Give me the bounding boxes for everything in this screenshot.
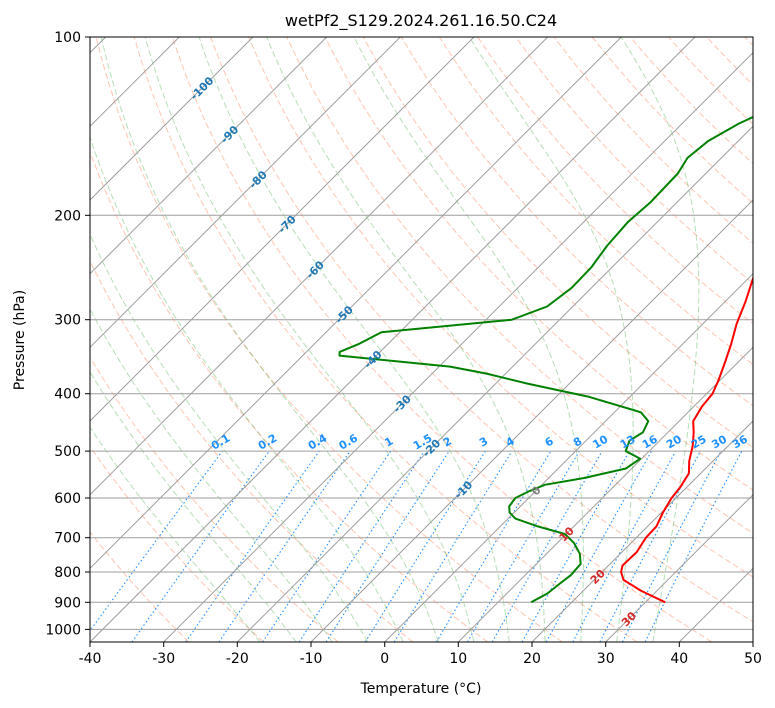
mixing-ratio-line (393, 450, 513, 642)
mixing-ratio-lines (90, 450, 743, 642)
moist-adiabat (353, 37, 584, 642)
x-tick-label: -10 (300, 651, 323, 667)
x-tick-label: 20 (523, 651, 541, 667)
y-tick-label: 200 (54, 208, 81, 224)
x-tick-label: 30 (597, 651, 615, 667)
dry-adiabat (248, 37, 753, 578)
moist-adiabat (144, 37, 475, 642)
moist-adiabat (266, 37, 546, 642)
dry-adiabat (400, 37, 753, 407)
y-axis-label: Pressure (hPa) (12, 290, 28, 390)
y-tick-label: 100 (54, 30, 81, 46)
isotherm-gridline (163, 51, 753, 642)
isotherm-gridline (90, 37, 254, 201)
isotherm-gridline (90, 37, 549, 496)
x-tick-label: 40 (670, 651, 688, 667)
dry-adiabat (133, 37, 638, 642)
profile-series (338, 115, 753, 604)
chart-title: wetPf2_S129.2024.261.16.50.C24 (285, 11, 557, 31)
isotherm-gridline (90, 37, 401, 349)
y-tick-label: 800 (54, 565, 81, 581)
moist-adiabat (198, 37, 510, 642)
mixing-ratio-line (218, 450, 351, 642)
dry-adiabat (515, 37, 753, 284)
isotherm-gridline (310, 199, 753, 642)
mixing-ratio-line (262, 450, 392, 642)
x-tick-label: -40 (79, 651, 102, 667)
mixing-ratio-line (90, 450, 223, 632)
x-axis-label: Temperature (°C) (360, 681, 482, 697)
dry-adiabat (95, 37, 563, 642)
plot-background (90, 37, 753, 642)
dry-adiabat (90, 356, 339, 642)
moist-adiabats (90, 37, 700, 642)
temperature-line (620, 275, 753, 604)
moist-adiabat (90, 370, 297, 642)
moist-adiabat (90, 426, 261, 642)
y-tick-label: 300 (54, 313, 81, 329)
x-tick-label: 50 (744, 651, 762, 667)
mixing-ratio-line (644, 450, 743, 642)
mixing-ratio-line (298, 450, 425, 642)
isotherm-gridline (236, 125, 753, 642)
moist-adiabat (90, 135, 404, 642)
y-tick-label: 900 (54, 595, 81, 611)
isotherm-gridline (90, 37, 696, 642)
isotherm-gridline (531, 420, 753, 642)
moist-adiabat (100, 37, 439, 642)
plot-frame (89, 36, 754, 643)
dry-adiabat (90, 531, 190, 642)
x-tick-label: 0 (380, 651, 389, 667)
y-tick-label: 700 (54, 531, 81, 547)
isotherm-gridline (457, 346, 753, 642)
y-tick-label: 500 (54, 444, 81, 460)
mixing-ratio-line (545, 450, 653, 642)
y-tick-label: 400 (54, 387, 81, 403)
moist-adiabat (90, 232, 369, 642)
dry-adiabat (90, 445, 264, 642)
mixing-ratio-line (185, 450, 320, 642)
y-tick-label: 1000 (45, 622, 81, 638)
dry-adiabat (171, 37, 712, 642)
mixing-ratio-line (131, 450, 270, 642)
isotherm-gridline (752, 641, 753, 642)
mixing-ratio-line (572, 450, 677, 642)
dry-adiabat (90, 150, 488, 642)
isotherm-gridline (384, 272, 753, 642)
axis-ticks: -40 -30 -20 -10 0 10 20 30 40 50 1000 900 800 700 600 5… (45, 30, 762, 667)
isotherm-gridline (90, 37, 475, 422)
dewpoint-line (338, 115, 753, 604)
x-tick-label: -30 (152, 651, 175, 667)
isotherm-gridline (90, 37, 622, 570)
grid (90, 37, 753, 642)
y-tick-label: 600 (54, 491, 81, 507)
mixing-ratio-line (325, 450, 450, 642)
mixing-ratio-line (521, 450, 630, 642)
isotherm-gridline (605, 493, 753, 642)
dry-adiabats (90, 37, 753, 642)
dry-adiabat (210, 37, 753, 623)
dry-adiabat (438, 37, 753, 366)
x-tick-label: 10 (449, 651, 467, 667)
isotherm-gridline (90, 37, 328, 275)
x-tick-label: -20 (226, 651, 249, 667)
